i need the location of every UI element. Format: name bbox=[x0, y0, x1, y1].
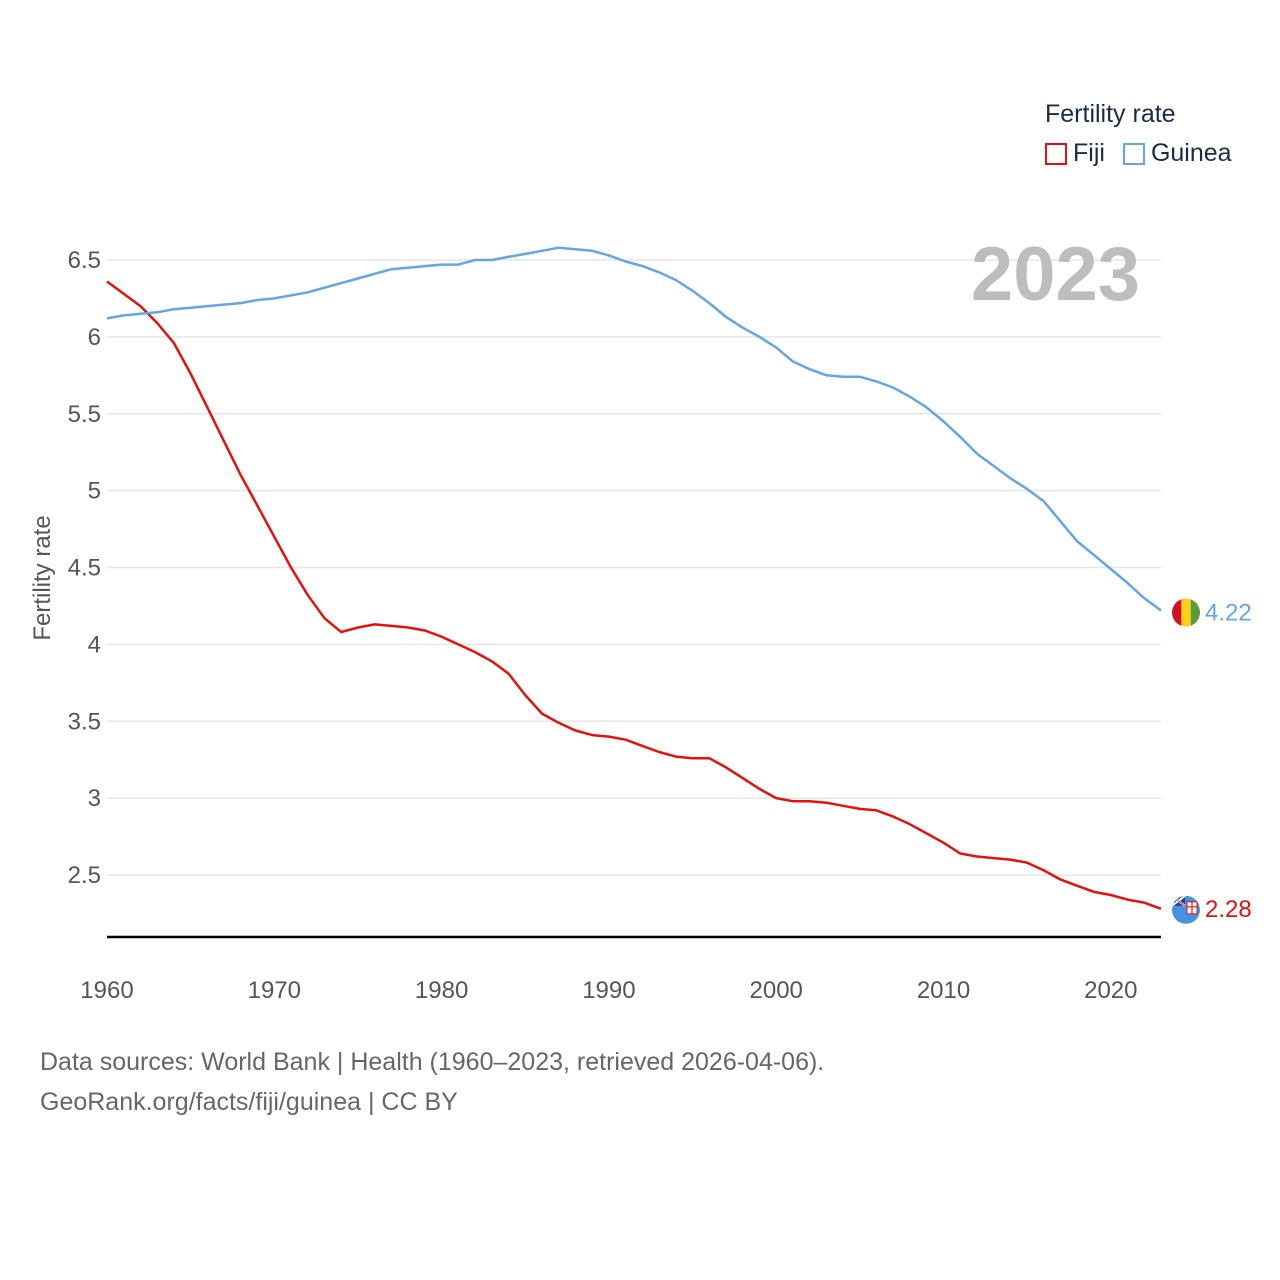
x-tick-label: 2000 bbox=[750, 977, 803, 1004]
y-tick-label: 3 bbox=[88, 785, 101, 812]
y-tick-label: 6.5 bbox=[68, 247, 101, 274]
legend-swatch-fiji bbox=[1045, 142, 1067, 165]
x-tick-label: 1990 bbox=[582, 977, 635, 1004]
x-tick-label: 1960 bbox=[80, 977, 133, 1004]
fiji-end-value: 2.28 bbox=[1205, 896, 1252, 923]
x-tick-label: 2020 bbox=[1084, 977, 1137, 1004]
legend-label-guinea: Guinea bbox=[1150, 139, 1232, 167]
x-tick-label: 1970 bbox=[248, 977, 301, 1004]
legend-item-guinea[interactable]: Guinea bbox=[1122, 139, 1232, 168]
y-tick-label: 2.5 bbox=[68, 862, 101, 889]
data-sources-text: Data sources: World Bank | Health (1960–… bbox=[40, 1048, 825, 1076]
end-markers bbox=[1172, 598, 1200, 924]
y-tick-label: 3.5 bbox=[68, 708, 101, 735]
current-year-label: 2023 bbox=[971, 232, 1140, 317]
y-tick-label: 6 bbox=[88, 324, 101, 351]
x-tick-label: 1980 bbox=[415, 977, 468, 1004]
legend-label-fiji: Fiji bbox=[1073, 139, 1105, 167]
y-tick-label: 4 bbox=[88, 631, 101, 658]
legend-item-fiji[interactable]: Fiji bbox=[1045, 139, 1105, 168]
series-lines bbox=[106, 246, 1162, 910]
y-tick-label: 4.5 bbox=[68, 555, 101, 582]
x-tick-label: 2010 bbox=[917, 977, 970, 1004]
y-tick-label: 5 bbox=[88, 478, 101, 505]
series-line-fiji bbox=[106, 280, 1162, 910]
legend-swatch-guinea bbox=[1122, 142, 1145, 165]
y-tick-labels: 2.5 3 3.5 4 4.5 5 5.5 6 6.5 bbox=[68, 247, 101, 889]
guinea-end-value: 4.22 bbox=[1205, 600, 1252, 627]
guinea-flag-icon bbox=[1172, 598, 1200, 627]
source-link[interactable]: GeoRank.org/facts/fiji/guinea | CC BY bbox=[40, 1088, 458, 1116]
series-line-guinea bbox=[106, 246, 1162, 612]
y-axis-title: Fertility rate bbox=[29, 515, 56, 640]
legend-title: Fertility rate bbox=[1045, 100, 1176, 128]
footer: Data sources: World Bank | Health (1960–… bbox=[40, 1042, 824, 1122]
fiji-flag-icon bbox=[1172, 895, 1200, 924]
y-tick-label: 5.5 bbox=[68, 401, 101, 428]
legend: Fertility rate Fiji Guinea bbox=[1045, 100, 1250, 168]
gridlines bbox=[107, 259, 1161, 876]
x-tick-labels: 1960 1970 1980 1990 2000 2010 2020 bbox=[80, 977, 1137, 1004]
